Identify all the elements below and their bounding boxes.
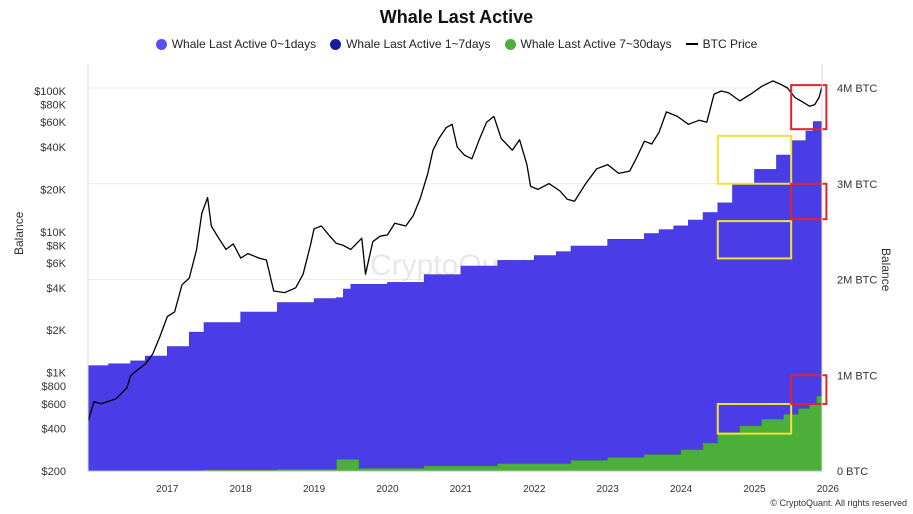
left-tick-label-12: $60K — [40, 117, 66, 129]
right-tick-label-1: 1M BTC — [837, 370, 877, 382]
series-area-0-1days — [87, 95, 823, 472]
legend-item-btc-price[interactable]: BTC Price — [685, 37, 758, 51]
highlight-box-yellow-0 — [716, 134, 793, 185]
x-tick-label-2017: 2017 — [156, 484, 179, 495]
x-tick-label-2021: 2021 — [450, 484, 473, 495]
right-tick-label-0: 0 BTC — [837, 466, 868, 478]
series-area-7-30days — [88, 380, 823, 472]
x-tick-label-2022: 2022 — [523, 484, 546, 495]
left-tick-label-3: $800 — [42, 381, 66, 393]
x-tick-label-2020: 2020 — [376, 484, 399, 495]
left-tick-label-11: $40K — [40, 142, 66, 154]
highlight-box-yellow-2 — [716, 402, 793, 435]
left-tick-label-1: $400 — [42, 424, 66, 436]
legend-item-7-30days[interactable]: Whale Last Active 7~30days — [504, 37, 672, 51]
series-line-btc-price — [87, 80, 823, 422]
legend-item-0-1days[interactable]: Whale Last Active 0~1days — [155, 37, 317, 51]
highlight-box-red-2 — [790, 374, 828, 405]
x-tick-label-2024: 2024 — [670, 484, 693, 495]
right-tick-label-2: 2M BTC — [837, 275, 877, 287]
left-tick-label-8: $8K — [46, 240, 66, 252]
chart-title: Whale Last Active — [379, 7, 534, 27]
highlight-box-yellow-1 — [716, 220, 793, 260]
legend-label-btc-price: BTC Price — [702, 37, 758, 51]
highlight-box-red-1 — [790, 182, 828, 221]
x-tick-label-2025: 2025 — [743, 484, 766, 495]
legend: Whale Last Active 0~1days Whale Last Act… — [0, 37, 913, 51]
x-tick-label-2026: 2026 — [817, 484, 840, 495]
left-tick-label-4: $1K — [46, 368, 66, 380]
legend-swatch-7-30days — [504, 38, 516, 50]
legend-label-0-1days: Whale Last Active 0~1days — [171, 37, 317, 51]
legend-swatch-1-7days — [330, 38, 342, 50]
legend-swatch-0-1days — [155, 38, 167, 50]
left-tick-label-9: $10K — [40, 227, 66, 239]
left-tick-label-13: $80K — [40, 100, 66, 112]
legend-item-1-7days[interactable]: Whale Last Active 1~7days — [330, 37, 491, 51]
left-tick-label-5: $2K — [46, 325, 66, 337]
left-tick-label-14: $100K — [34, 86, 66, 98]
x-tick-label-2018: 2018 — [230, 484, 253, 495]
left-tick-label-6: $4K — [46, 283, 66, 295]
legend-label-1-7days: Whale Last Active 1~7days — [346, 37, 491, 51]
left-tick-label-10: $20K — [40, 184, 66, 196]
left-tick-label-7: $6K — [46, 258, 66, 270]
left-tick-label-0: $200 — [42, 466, 66, 478]
legend-swatch-btc-price — [685, 43, 698, 45]
left-tick-label-2: $600 — [42, 399, 66, 411]
highlight-box-red-0 — [790, 84, 828, 131]
copyright-credit: © CryptoQuant. All rights reserved — [770, 498, 907, 508]
x-tick-label-2023: 2023 — [597, 484, 620, 495]
right-tick-label-3: 3M BTC — [837, 179, 877, 191]
x-tick-label-2019: 2019 — [303, 484, 326, 495]
right-tick-label-4: 4M BTC — [837, 83, 877, 95]
legend-label-7-30days: Whale Last Active 7~30days — [520, 37, 672, 51]
